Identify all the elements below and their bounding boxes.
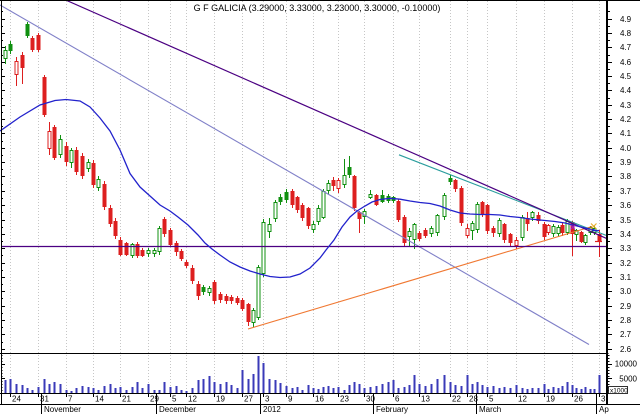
svg-text:4.3: 4.3 bbox=[620, 101, 632, 110]
svg-text:3.0: 3.0 bbox=[620, 287, 632, 296]
svg-text:9: 9 bbox=[288, 395, 293, 404]
svg-text:3.1: 3.1 bbox=[620, 273, 632, 282]
svg-text:4.9: 4.9 bbox=[620, 15, 632, 24]
svg-text:4.7: 4.7 bbox=[620, 43, 632, 52]
svg-text:14: 14 bbox=[95, 395, 104, 404]
svg-text:22: 22 bbox=[452, 395, 461, 404]
svg-text:26: 26 bbox=[574, 395, 583, 404]
svg-text:6: 6 bbox=[395, 395, 400, 404]
svg-text:28: 28 bbox=[469, 395, 478, 404]
svg-text:3.2: 3.2 bbox=[620, 259, 632, 268]
svg-text:2.8: 2.8 bbox=[620, 316, 632, 325]
svg-text:3.7: 3.7 bbox=[620, 187, 632, 196]
svg-text:4.2: 4.2 bbox=[620, 115, 632, 124]
svg-text:4.6: 4.6 bbox=[620, 58, 632, 67]
svg-text:30: 30 bbox=[366, 395, 375, 404]
svg-text:5: 5 bbox=[489, 395, 494, 404]
svg-text:13: 13 bbox=[421, 395, 430, 404]
svg-text:3: 3 bbox=[265, 395, 270, 404]
svg-text:3.3: 3.3 bbox=[620, 244, 632, 253]
svg-text:3: 3 bbox=[601, 395, 606, 404]
svg-text:3.9: 3.9 bbox=[620, 158, 632, 167]
svg-text:12: 12 bbox=[518, 395, 527, 404]
svg-text:12: 12 bbox=[188, 395, 197, 404]
svg-text:10000: 10000 bbox=[615, 360, 638, 369]
svg-text:21: 21 bbox=[122, 395, 131, 404]
svg-text:4.8: 4.8 bbox=[620, 29, 632, 38]
svg-text:3.8: 3.8 bbox=[620, 172, 632, 181]
svg-text:3.5: 3.5 bbox=[620, 216, 632, 225]
svg-text:31: 31 bbox=[40, 395, 49, 404]
svg-text:23: 23 bbox=[340, 395, 349, 404]
svg-text:27: 27 bbox=[244, 395, 253, 404]
svg-text:March: March bbox=[479, 405, 501, 414]
svg-text:3.4: 3.4 bbox=[620, 230, 632, 239]
svg-text:7: 7 bbox=[68, 395, 73, 404]
svg-text:4.4: 4.4 bbox=[620, 86, 632, 95]
svg-text:19: 19 bbox=[216, 395, 225, 404]
svg-text:16: 16 bbox=[315, 395, 324, 404]
svg-text:2012: 2012 bbox=[263, 405, 281, 414]
svg-text:Ap: Ap bbox=[599, 405, 609, 414]
svg-text:2.6: 2.6 bbox=[620, 345, 632, 354]
svg-text:24: 24 bbox=[12, 395, 21, 404]
svg-text:2.9: 2.9 bbox=[620, 302, 632, 311]
svg-text:5: 5 bbox=[172, 395, 177, 404]
svg-text:3.6: 3.6 bbox=[620, 201, 632, 210]
svg-text:x1000: x1000 bbox=[610, 388, 628, 395]
svg-text:5000: 5000 bbox=[619, 375, 637, 384]
svg-text:29: 29 bbox=[150, 395, 159, 404]
svg-text:4.5: 4.5 bbox=[620, 72, 632, 81]
svg-text:December: December bbox=[159, 405, 196, 414]
svg-text:4.0: 4.0 bbox=[620, 144, 632, 153]
svg-text:2.7: 2.7 bbox=[620, 330, 632, 339]
svg-text:19: 19 bbox=[546, 395, 555, 404]
svg-text:February: February bbox=[376, 405, 408, 414]
svg-text:G F GALICIA (3.29000, 3.33000,: G F GALICIA (3.29000, 3.33000, 3.23000, … bbox=[194, 3, 441, 13]
svg-text:4.1: 4.1 bbox=[620, 129, 632, 138]
svg-text:November: November bbox=[44, 405, 81, 414]
